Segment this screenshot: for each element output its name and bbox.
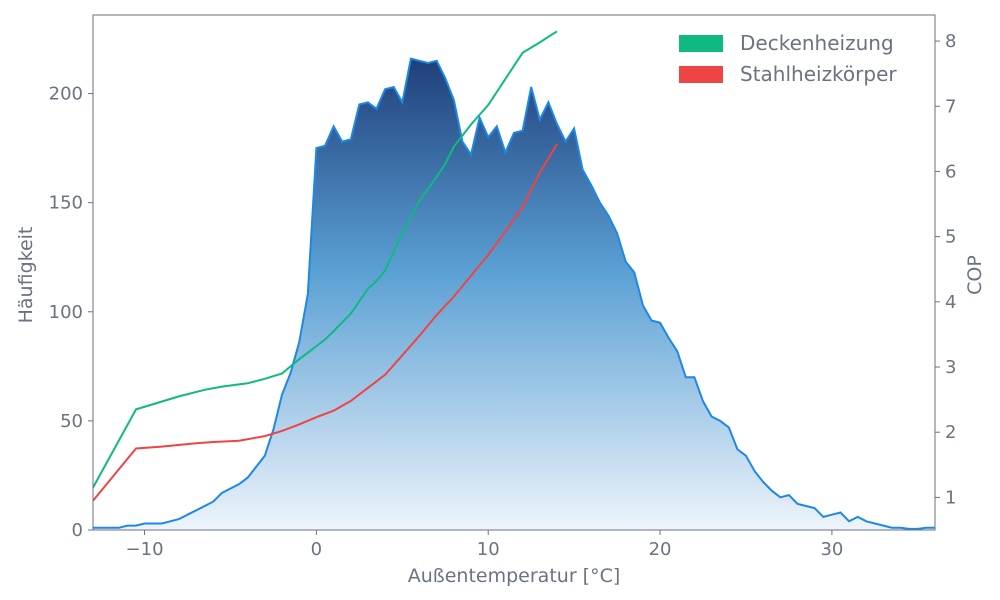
x-tick-label: 0: [311, 539, 322, 560]
y-left-tick-label: 150: [49, 193, 83, 214]
x-tick-label: 20: [649, 539, 672, 560]
plot-frame: [92, 14, 936, 531]
y-left-tick-label: 200: [49, 84, 83, 105]
y-right-tick-label: 8: [945, 31, 956, 52]
legend: Deckenheizung Stahlheizkörper: [679, 31, 897, 86]
legend-label-deckenheizung: Deckenheizung: [740, 31, 894, 55]
frequency-layer: [93, 57, 935, 530]
frequency-line: [93, 57, 935, 530]
y-left-tick-label: 100: [49, 302, 83, 323]
y-right-tick-label: 4: [945, 292, 956, 313]
y-right-tick-label: 2: [945, 422, 956, 443]
y-right-tick-label: 3: [945, 357, 956, 378]
y-right-tick-label: 7: [945, 96, 956, 117]
y-axis-right: 1 2 3 4 5 6 7 8: [935, 31, 956, 508]
series-line-deckenheizung: [92, 30, 558, 489]
x-tick-label: 10: [477, 539, 500, 560]
y-right-tick-label: 5: [945, 227, 956, 248]
y-right-tick-label: 1: [945, 487, 956, 508]
y-axis-left: 0 50 100 150 200: [49, 84, 93, 541]
series-line-stahlheizkoerper: [92, 143, 558, 502]
x-tick-label: 30: [820, 539, 843, 560]
y-left-tick-label: 0: [72, 520, 83, 541]
y-left-tick-label: 50: [60, 411, 83, 432]
y-right-tick-label: 6: [945, 161, 956, 182]
legend-swatch-deckenheizung: [679, 35, 723, 52]
x-axis-label: Außentemperatur [°C]: [408, 565, 621, 587]
x-axis: −10 0 10 20 30: [126, 530, 843, 560]
legend-label-stahlheizkoerper: Stahlheizkörper: [740, 62, 897, 86]
cop-layer: [92, 30, 558, 502]
legend-swatch-stahlheizkoerper: [679, 66, 723, 83]
x-tick-label: −10: [126, 539, 164, 560]
frequency-area: [93, 58, 935, 530]
y-axis-left-label: Häufigkeit: [15, 227, 37, 324]
y-axis-right-label: COP: [964, 255, 986, 295]
